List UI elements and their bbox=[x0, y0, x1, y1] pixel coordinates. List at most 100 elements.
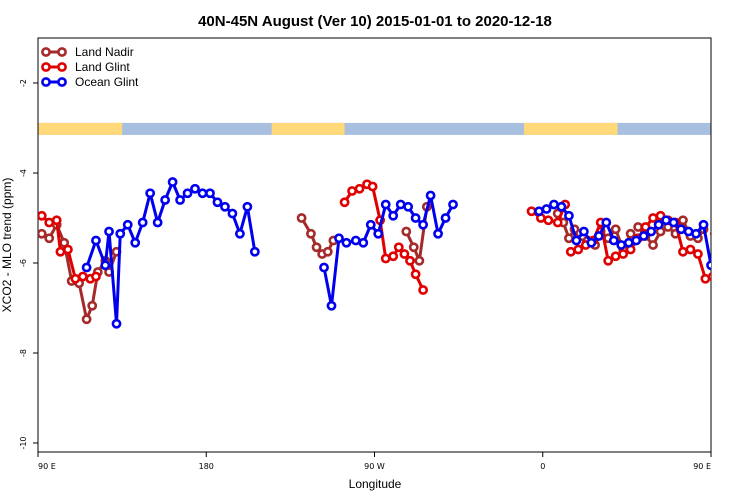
data-point bbox=[347, 186, 357, 196]
legend-label: Land Glint bbox=[75, 60, 130, 74]
series-layer bbox=[38, 177, 711, 329]
data-point bbox=[608, 235, 619, 246]
data-point bbox=[38, 210, 47, 221]
land-band-segment bbox=[271, 122, 345, 135]
x-tick-label: 90 E bbox=[38, 462, 56, 471]
land-band-segment bbox=[524, 122, 618, 135]
data-point bbox=[145, 188, 156, 199]
data-point bbox=[326, 300, 337, 311]
legend-marker bbox=[41, 62, 51, 72]
data-point bbox=[81, 314, 92, 325]
legend-marker bbox=[41, 77, 51, 87]
data-point bbox=[593, 231, 604, 241]
data-point bbox=[648, 213, 658, 223]
data-point bbox=[526, 206, 537, 217]
data-point bbox=[220, 201, 230, 212]
land-ocean-band bbox=[38, 122, 711, 135]
data-point bbox=[175, 195, 185, 205]
data-point bbox=[81, 262, 92, 273]
data-point bbox=[296, 213, 307, 223]
data-point bbox=[440, 213, 451, 223]
data-point bbox=[306, 228, 316, 239]
data-point bbox=[319, 262, 329, 273]
data-point bbox=[242, 201, 253, 212]
data-point bbox=[676, 224, 686, 235]
legend-label: Ocean Glint bbox=[75, 75, 139, 89]
y-axis-label: XCO2 - MLO trend (ppm) bbox=[0, 178, 14, 313]
data-point bbox=[564, 233, 574, 244]
data-point bbox=[668, 217, 679, 228]
x-tick-label: 90 W bbox=[364, 462, 385, 471]
series-ocean-glint bbox=[81, 177, 711, 329]
data-point bbox=[38, 228, 47, 239]
chart-title: 40N-45N August (Ver 10) 2015-01-01 to 20… bbox=[198, 13, 552, 30]
data-point bbox=[433, 228, 443, 239]
data-point bbox=[534, 206, 544, 217]
data-point bbox=[693, 249, 703, 259]
data-point bbox=[403, 201, 414, 212]
data-point bbox=[425, 190, 436, 201]
data-point bbox=[707, 271, 711, 282]
x-axis-label: Longitude bbox=[349, 477, 402, 491]
data-point bbox=[130, 237, 141, 248]
data-point bbox=[87, 300, 98, 311]
data-point bbox=[100, 260, 111, 271]
data-point bbox=[448, 199, 458, 210]
data-point bbox=[104, 226, 114, 237]
data-point bbox=[623, 237, 634, 248]
data-point bbox=[564, 210, 574, 221]
data-point bbox=[618, 249, 629, 259]
data-point bbox=[685, 244, 696, 255]
data-point bbox=[586, 237, 597, 248]
data-point bbox=[190, 183, 200, 194]
data-point bbox=[137, 217, 148, 228]
legend-marker bbox=[41, 47, 51, 57]
y-tick-label: -4 bbox=[19, 169, 28, 177]
data-point bbox=[339, 197, 350, 208]
y-tick-label: -6 bbox=[19, 259, 28, 267]
data-point bbox=[610, 251, 621, 262]
data-point bbox=[552, 217, 563, 228]
data-point bbox=[646, 226, 657, 237]
data-point bbox=[212, 197, 223, 208]
data-point bbox=[418, 219, 429, 230]
data-point bbox=[678, 215, 688, 226]
data-point bbox=[380, 253, 391, 264]
data-point bbox=[388, 251, 399, 262]
data-point bbox=[399, 249, 410, 259]
legend-label: Land Nadir bbox=[75, 45, 134, 59]
data-point bbox=[70, 273, 81, 284]
data-point bbox=[410, 213, 421, 223]
data-point bbox=[541, 204, 552, 214]
data-point bbox=[111, 318, 122, 329]
data-point bbox=[603, 255, 614, 266]
data-point bbox=[661, 215, 672, 226]
x-tick-label: 180 bbox=[199, 462, 214, 471]
data-point bbox=[358, 237, 369, 248]
data-point bbox=[573, 244, 584, 255]
data-point bbox=[365, 219, 376, 230]
data-point bbox=[115, 228, 126, 239]
data-point bbox=[601, 217, 612, 228]
data-point bbox=[122, 219, 133, 230]
data-point bbox=[405, 255, 415, 266]
data-point bbox=[77, 271, 88, 282]
data-point bbox=[578, 226, 589, 237]
data-point bbox=[91, 271, 101, 282]
data-point bbox=[44, 233, 55, 244]
data-point bbox=[152, 217, 163, 228]
y-tick-label: -2 bbox=[19, 79, 28, 87]
data-point bbox=[388, 210, 399, 221]
data-point bbox=[55, 246, 66, 257]
legend-item: Land Glint bbox=[41, 60, 130, 74]
data-point bbox=[543, 215, 554, 226]
data-point bbox=[401, 226, 412, 237]
data-point bbox=[393, 242, 404, 253]
land-band-segment bbox=[38, 122, 123, 135]
data-point bbox=[197, 188, 208, 199]
data-point bbox=[63, 244, 73, 255]
data-point bbox=[227, 208, 238, 219]
data-point bbox=[249, 246, 260, 257]
